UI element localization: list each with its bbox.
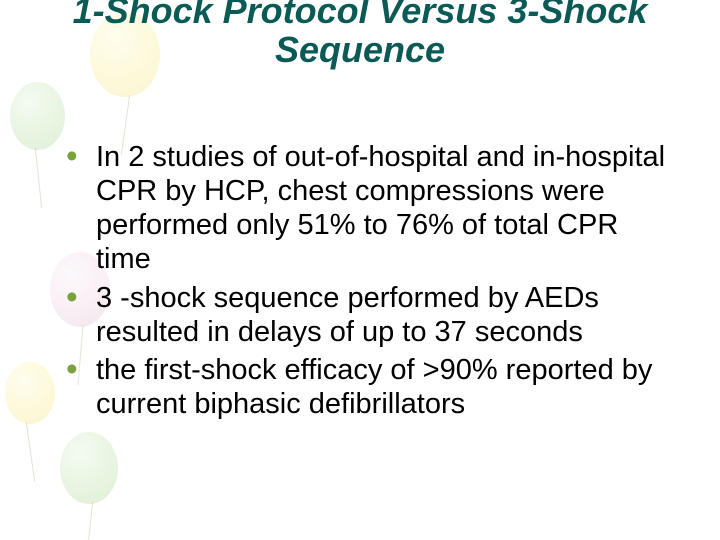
- slide: 1-Shock Protocol Versus 3-Shock Sequence…: [0, 0, 720, 532]
- bullet-item: In 2 studies of out-of-hospital and in-h…: [66, 140, 672, 277]
- bullet-list: In 2 studies of out-of-hospital and in-h…: [38, 88, 682, 422]
- slide-title: 1-Shock Protocol Versus 3-Shock Sequence: [38, 0, 682, 88]
- bullet-item: 3 -shock sequence performed by AEDs resu…: [66, 281, 672, 349]
- bullet-item: the first-shock efficacy of >90% reporte…: [66, 353, 672, 421]
